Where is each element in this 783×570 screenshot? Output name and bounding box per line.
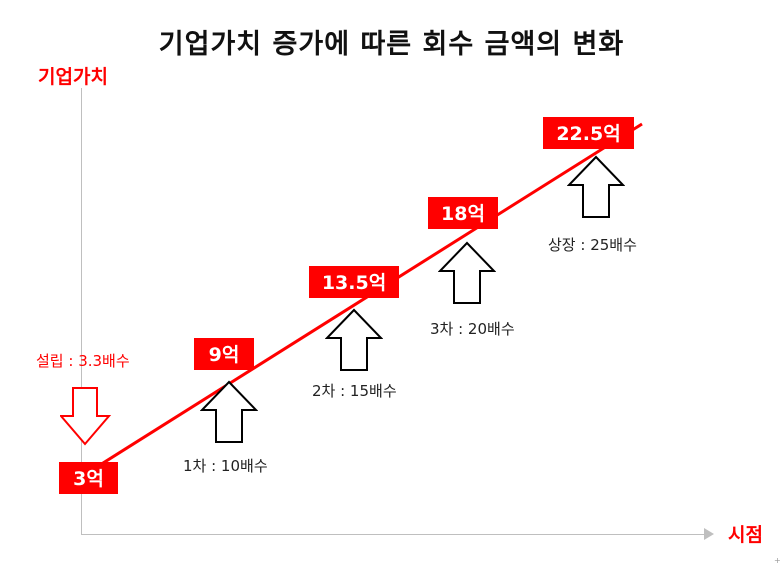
value-badge-round-1: 9억 (194, 338, 254, 370)
value-badge-round-2: 13.5억 (309, 266, 399, 298)
y-axis-line (81, 88, 82, 535)
stage-label-round-1: 1차 : 10배수 (183, 457, 268, 475)
up-arrow-shape (325, 308, 383, 371)
corner-mark: + (774, 556, 781, 565)
value-badge-founding: 3억 (59, 462, 118, 494)
x-axis-arrowhead (704, 528, 714, 540)
x-axis-line (81, 534, 710, 535)
stage-label-round-3: 3차 : 20배수 (430, 320, 515, 338)
up-arrow-shape (200, 380, 258, 443)
y-axis-label: 기업가치 (38, 66, 108, 88)
up-arrow-shape (438, 241, 496, 304)
up-arrow-shape (567, 155, 625, 218)
up-arrow-icon (325, 308, 383, 371)
down-arrow-shape (60, 387, 112, 446)
value-badge-round-3: 18억 (428, 197, 498, 229)
down-arrow-icon (60, 387, 112, 446)
stage-label-founding: 설립 : 3.3배수 (36, 352, 130, 370)
page-title: 기업가치 증가에 따른 회수 금액의 변화 (158, 29, 625, 60)
growth-line (83, 122, 643, 477)
up-arrow-icon (567, 155, 625, 218)
stage-label-ipo: 상장 : 25배수 (548, 236, 637, 254)
x-axis-label: 시점 (728, 524, 763, 546)
value-badge-ipo: 22.5억 (543, 117, 634, 149)
up-arrow-icon (438, 241, 496, 304)
up-arrow-icon (200, 380, 258, 443)
stage-label-round-2: 2차 : 15배수 (312, 382, 397, 400)
